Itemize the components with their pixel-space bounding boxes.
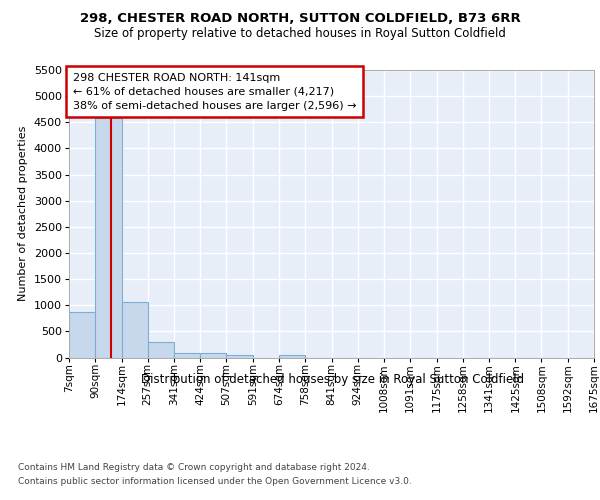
Bar xyxy=(122,302,148,358)
Text: 298 CHESTER ROAD NORTH: 141sqm
← 61% of detached houses are smaller (4,217)
38% : 298 CHESTER ROAD NORTH: 141sqm ← 61% of … xyxy=(73,72,356,110)
Bar xyxy=(148,342,174,357)
Text: Contains HM Land Registry data © Crown copyright and database right 2024.: Contains HM Land Registry data © Crown c… xyxy=(18,462,370,471)
Bar xyxy=(95,118,122,358)
Text: Contains public sector information licensed under the Open Government Licence v3: Contains public sector information licen… xyxy=(18,478,412,486)
Bar xyxy=(279,355,305,358)
Text: 298, CHESTER ROAD NORTH, SUTTON COLDFIELD, B73 6RR: 298, CHESTER ROAD NORTH, SUTTON COLDFIEL… xyxy=(80,12,520,26)
Text: Distribution of detached houses by size in Royal Sutton Coldfield: Distribution of detached houses by size … xyxy=(142,372,524,386)
Text: Size of property relative to detached houses in Royal Sutton Coldfield: Size of property relative to detached ho… xyxy=(94,28,506,40)
Bar xyxy=(69,312,95,358)
Bar xyxy=(174,353,200,358)
Bar xyxy=(200,354,226,358)
Bar xyxy=(226,355,253,358)
Y-axis label: Number of detached properties: Number of detached properties xyxy=(19,126,28,302)
